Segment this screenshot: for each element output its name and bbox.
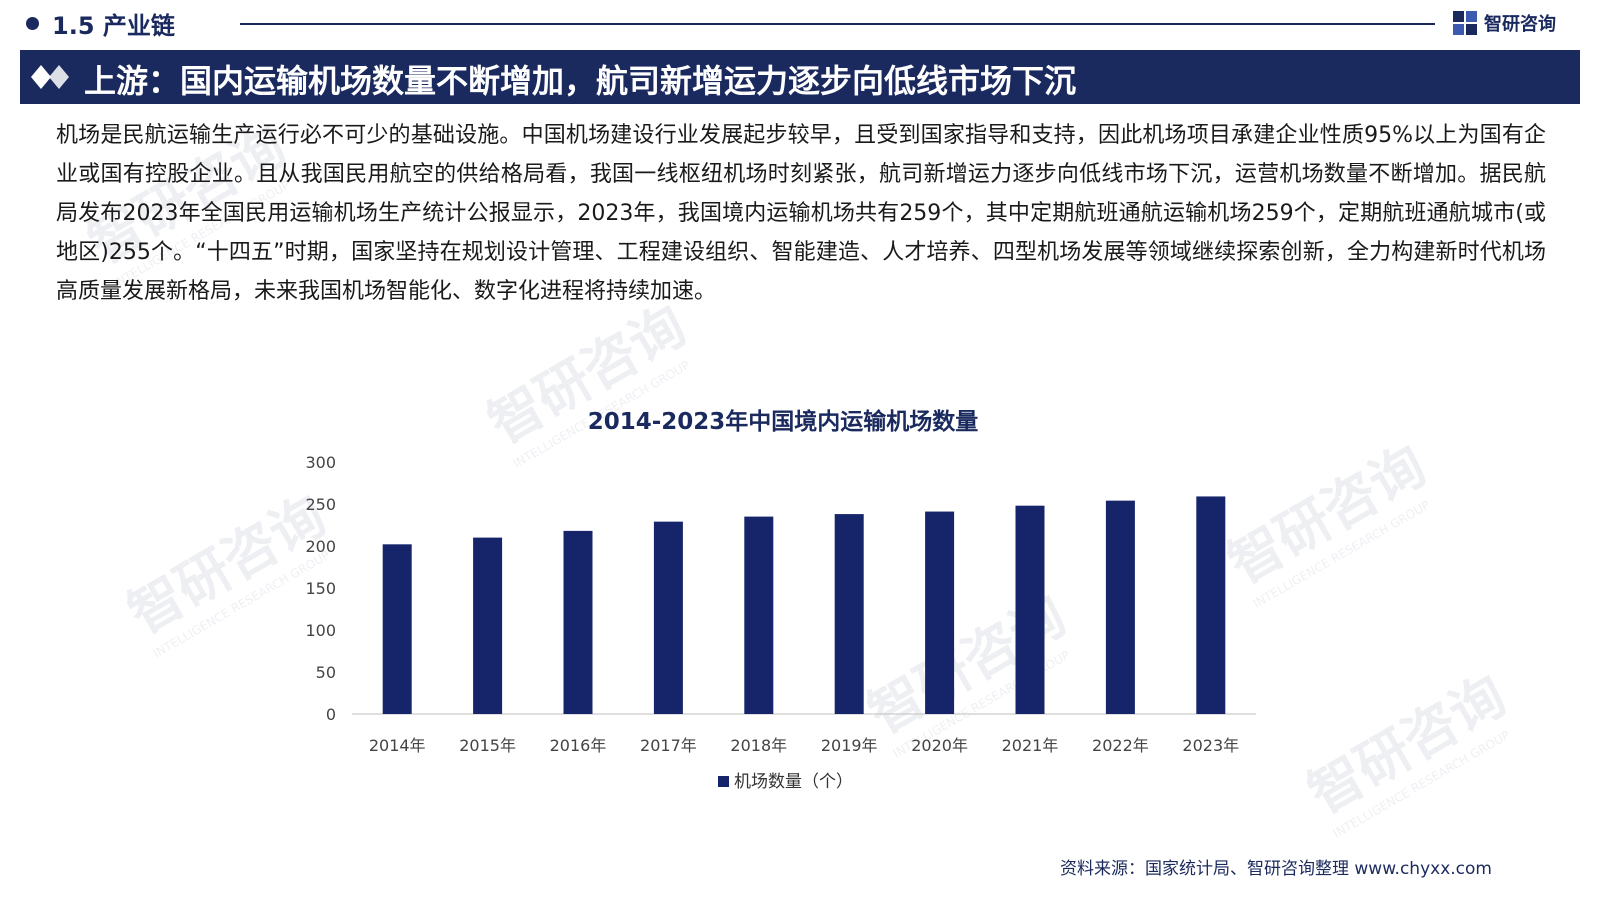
x-tick-label: 2014年 [369, 736, 426, 755]
body-paragraph: 机场是民航运输生产运行必不可少的基础设施。中国机场建设行业发展起步较早，且受到国… [56, 123, 1546, 304]
x-tick-label: 2019年 [821, 736, 878, 755]
y-tick-label: 100 [305, 621, 336, 640]
x-tick-label: 2015年 [459, 736, 516, 755]
x-tick-label: 2016年 [550, 736, 607, 755]
section-bullet-icon [26, 17, 39, 30]
y-tick-label: 150 [305, 579, 336, 598]
bar-chart: 0 50 100 150 200 250 300 2014年 2015年 2016年 2017年 20… [305, 453, 1256, 792]
header-rule [240, 23, 1435, 25]
chart-title: 2014-2023年中国境内运输机场数量 [587, 409, 979, 435]
double-diamond-icon [31, 65, 69, 89]
chyxx-logo-icon [1453, 11, 1477, 35]
y-tick-label: 300 [305, 453, 336, 472]
bar [834, 514, 864, 714]
bar [563, 530, 593, 714]
section-label: 1.5 产业链 [52, 12, 175, 40]
legend-label: 机场数量（个） [734, 772, 853, 792]
brand: 智研咨询 [1452, 9, 1556, 37]
source-note: 资料来源：国家统计局、智研咨询整理 www.chyxx.com [1060, 859, 1492, 879]
x-tick-label: 2022年 [1092, 736, 1149, 755]
bar [1105, 500, 1135, 714]
legend-swatch [718, 776, 729, 787]
x-tick-label: 2021年 [1002, 736, 1059, 755]
bar [653, 521, 683, 714]
x-tick-label: 2018年 [730, 736, 787, 755]
bar [473, 537, 503, 714]
top-bar: 1.5 产业链 智研咨询 [0, 0, 1600, 46]
y-tick-label: 0 [326, 705, 336, 724]
x-tick-label: 2023年 [1182, 736, 1239, 755]
bar [744, 516, 774, 714]
x-tick-label: 2020年 [911, 736, 968, 755]
bar [1015, 505, 1045, 714]
y-tick-label: 250 [305, 495, 336, 514]
x-tick-label: 2017年 [640, 736, 697, 755]
bar [925, 511, 955, 714]
brand-name: 智研咨询 [1484, 14, 1556, 35]
bar [382, 544, 412, 714]
bar [1196, 496, 1226, 714]
y-tick-label: 200 [305, 537, 336, 556]
banner-title: 上游：国内运输机场数量不断增加，航司新增运力逐步向低线市场下沉 [84, 62, 1077, 100]
title-banner: 上游：国内运输机场数量不断增加，航司新增运力逐步向低线市场下沉 [20, 50, 1580, 104]
y-tick-label: 50 [316, 663, 336, 682]
